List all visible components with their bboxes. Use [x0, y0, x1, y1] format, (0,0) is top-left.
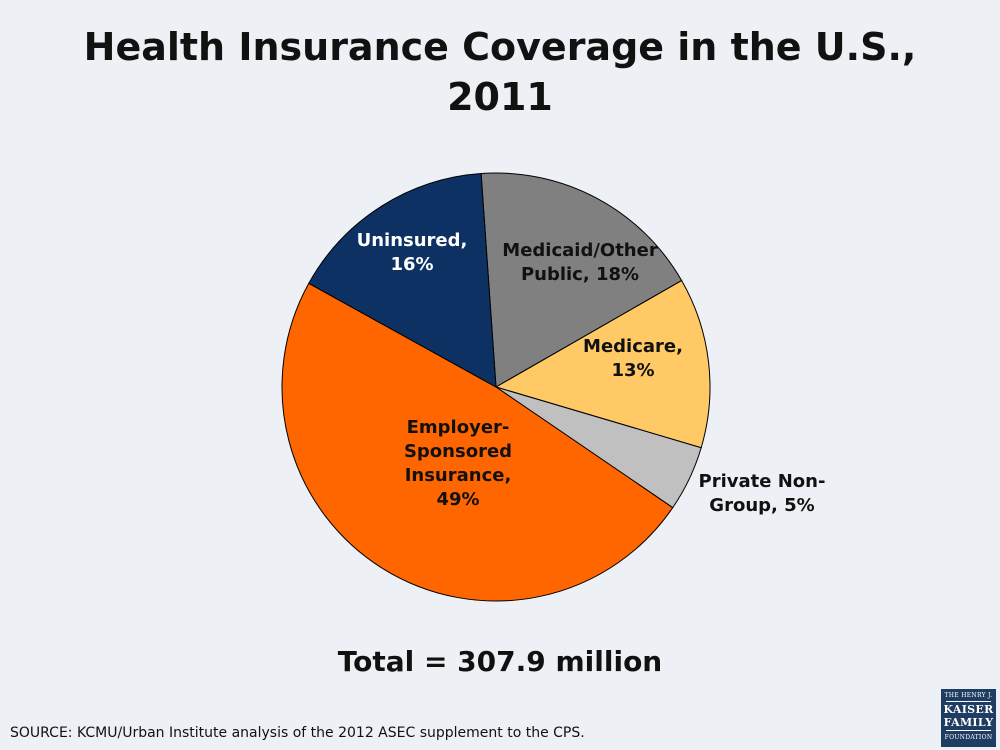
chart-title-line-1: Health Insurance Coverage in the U.S., — [83, 25, 917, 69]
pie-label-medicaid-other-public: Medicaid/Other Public, 18% — [502, 240, 658, 285]
logo-line-1: THE HENRY J. — [944, 692, 993, 699]
logo-rule — [946, 701, 991, 702]
pie-label-line: Public, 18% — [521, 264, 639, 285]
pie-label-line: Private Non- — [699, 471, 826, 492]
pie-label-employer-sponsored-insurance: Employer- Sponsored Insurance, 49% — [404, 417, 512, 510]
pie-label-line: Medicare, — [583, 336, 683, 357]
pie-label-line: Group, 5% — [709, 495, 814, 516]
pie-label-medicare: Medicare, 13% — [583, 336, 683, 381]
chart-title: Health Insurance Coverage in the U.S., 2… — [0, 22, 1000, 122]
logo-line-3: FAMILY — [943, 716, 994, 729]
pie-slice-medicare — [494, 279, 711, 449]
pie-label-line: 16% — [390, 254, 433, 275]
logo-line-2: KAISER — [943, 703, 994, 716]
total-label: Total = 307.9 million — [337, 645, 663, 678]
chart-title-line-2: 2011 — [447, 75, 553, 119]
pie-label-private-non-group: Private Non- Group, 5% — [699, 471, 826, 516]
pie-slice-uninsured — [308, 172, 497, 388]
pie-label-uninsured: Uninsured, 16% — [357, 230, 468, 275]
logo-line-4: FOUNDATION — [944, 734, 993, 741]
pie-label-line: Sponsored — [404, 441, 512, 462]
kaiser-family-foundation-logo: THE HENRY J. KAISER FAMILY FOUNDATION — [941, 689, 996, 747]
pie-label-line: 49% — [436, 489, 479, 510]
pie-slice-medicaid-other-public — [480, 172, 683, 388]
pie-label-line: Employer- — [407, 417, 510, 438]
logo-rule-2 — [946, 730, 991, 731]
pie-slice-employer-sponsored-insurance — [281, 282, 674, 602]
pie-label-line: Insurance, — [405, 465, 512, 486]
source-note: SOURCE: KCMU/Urban Institute analysis of… — [10, 725, 585, 741]
pie-label-line: Medicaid/Other — [502, 240, 658, 261]
pie-label-line: 13% — [611, 360, 654, 381]
pie-label-line: Uninsured, — [357, 230, 468, 251]
